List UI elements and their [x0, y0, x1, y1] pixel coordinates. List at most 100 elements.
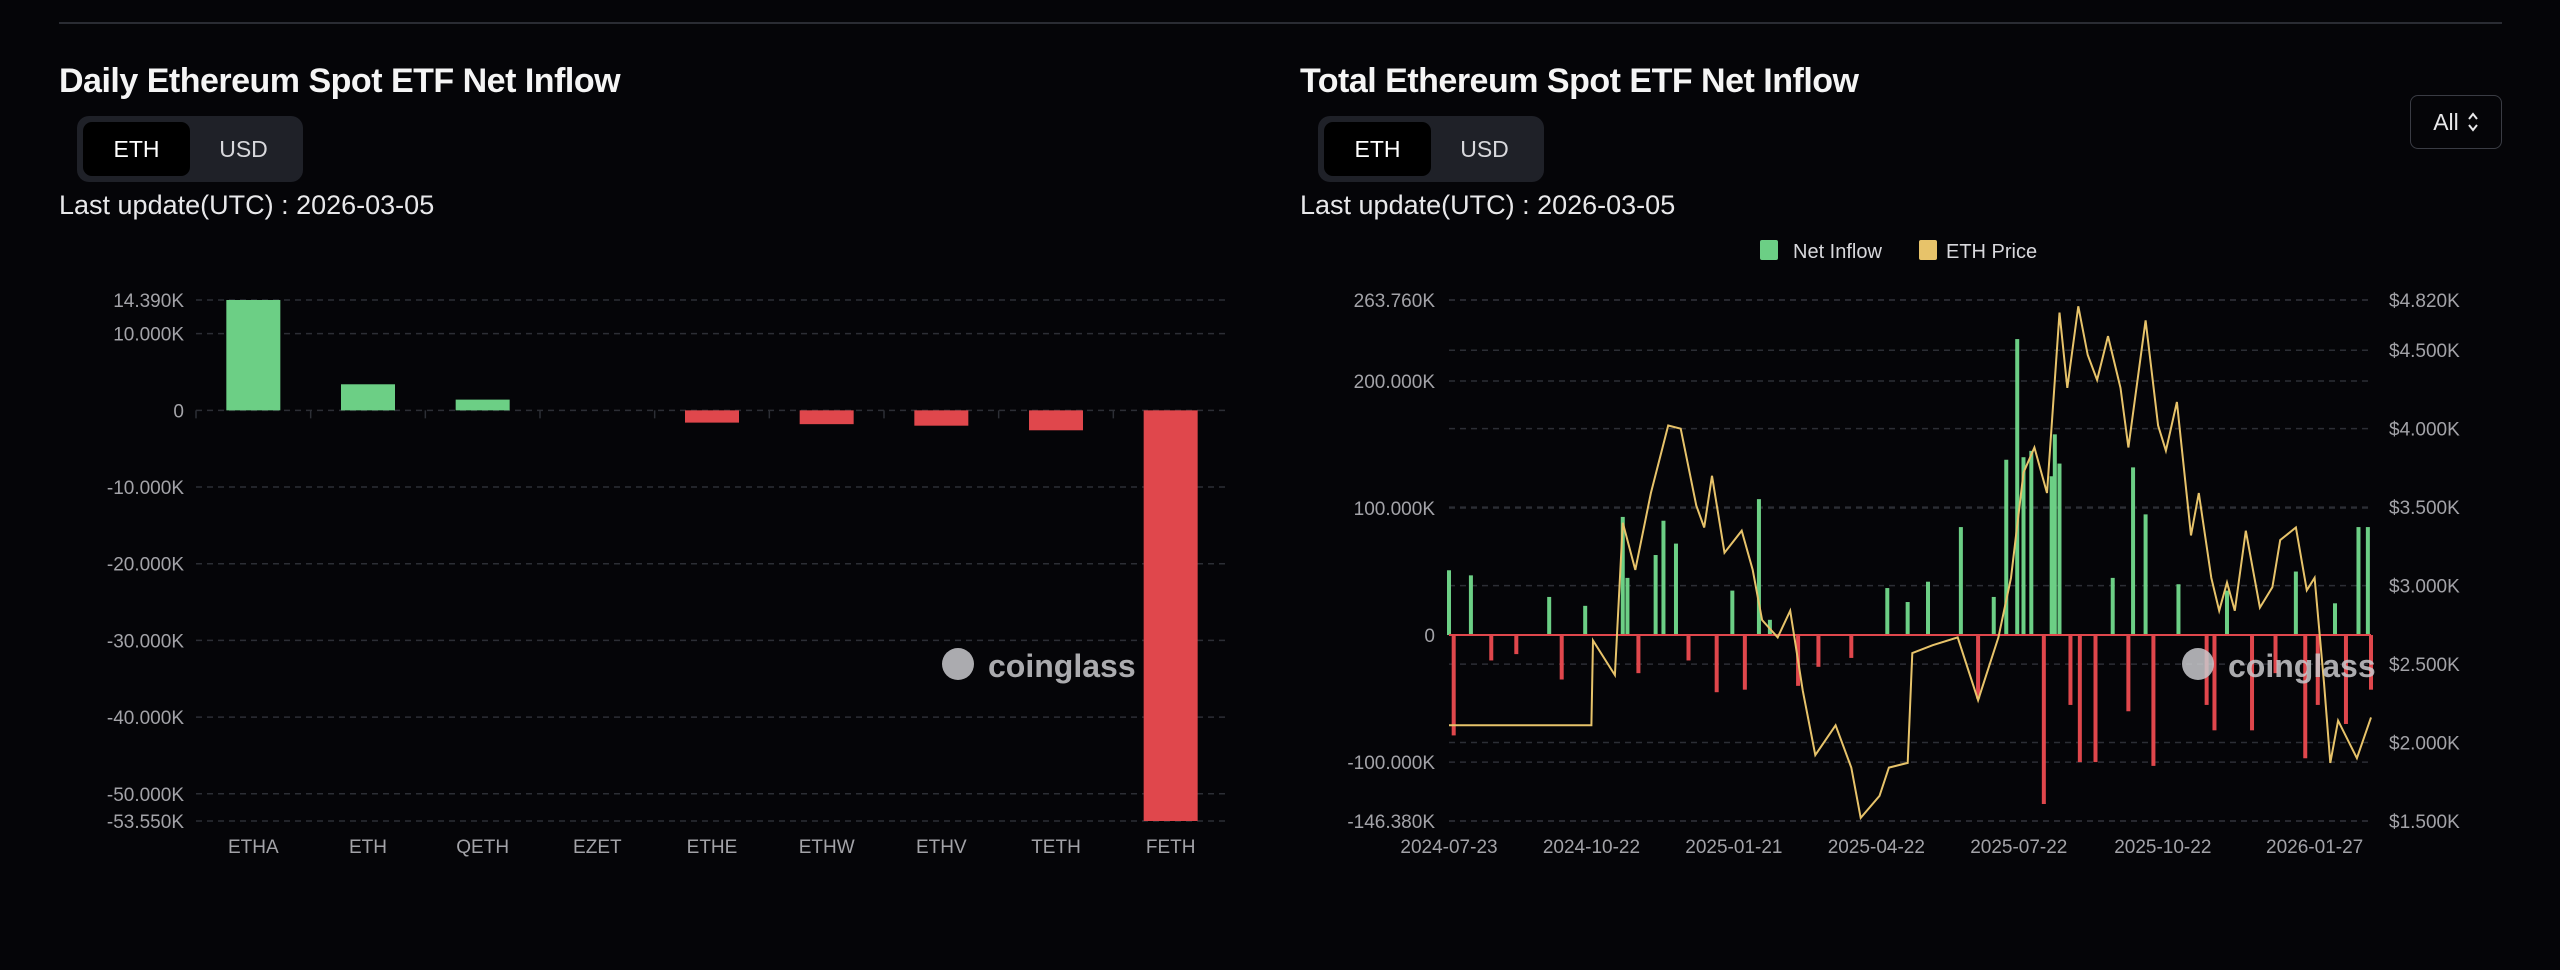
- right-y-tick-label: $2.500K: [2389, 655, 2460, 676]
- net-inflow-bar: [1451, 635, 1456, 736]
- bar-ethv: [914, 410, 969, 426]
- net-inflow-bar: [1559, 635, 1564, 680]
- x-tick-label: 2024-07-23: [1400, 837, 1497, 858]
- net-inflow-bar: [2212, 635, 2217, 731]
- bar-etha: [226, 300, 281, 411]
- net-inflow-bar: [2151, 635, 2156, 766]
- net-inflow-bar: [1661, 520, 1666, 636]
- x-tick-label: ETH: [349, 837, 387, 858]
- coinglass-logo-icon: [2182, 648, 2214, 680]
- net-inflow-bar: [1958, 527, 1963, 636]
- chevron-up-down-icon: [2468, 112, 2478, 132]
- net-inflow-bar: [2041, 635, 2046, 805]
- net-inflow-bar: [2110, 577, 2115, 636]
- net-inflow-bar: [2365, 527, 2370, 636]
- legend-net-inflow-label: Net Inflow: [1793, 241, 1882, 263]
- range-select[interactable]: All: [2410, 95, 2502, 149]
- net-inflow-bar: [2093, 635, 2098, 763]
- total-usd-button[interactable]: USD: [1460, 135, 1509, 162]
- total-eth-button[interactable]: ETH: [1324, 122, 1431, 176]
- right-y-tick-label: $2.000K: [2389, 734, 2460, 755]
- x-tick-label: EZET: [573, 837, 622, 858]
- net-inflow-bar: [1653, 555, 1658, 636]
- x-tick-label: QETH: [456, 837, 509, 858]
- legend-net-inflow-swatch: [1760, 240, 1778, 260]
- x-tick-label: 2024-10-22: [1543, 837, 1640, 858]
- x-tick-label: FETH: [1146, 837, 1196, 858]
- net-inflow-bar: [1730, 590, 1735, 636]
- net-inflow-bar: [1625, 577, 1630, 636]
- x-tick-label: 2025-01-21: [1685, 837, 1782, 858]
- net-inflow-bar: [1673, 543, 1678, 636]
- x-tick-label: ETHE: [687, 837, 738, 858]
- top-divider: [59, 22, 2502, 24]
- range-select-value: All: [2433, 108, 2459, 135]
- bar-feth: [1143, 410, 1198, 821]
- net-inflow-bar: [2176, 584, 2181, 636]
- daily-eth-button[interactable]: ETH: [83, 122, 190, 176]
- bar-ethe: [685, 410, 739, 423]
- left-y-tick-label: 263.760K: [1354, 291, 1436, 312]
- net-inflow-bar: [2052, 434, 2057, 636]
- right-y-tick-label: $1.500K: [2389, 812, 2460, 833]
- y-tick-label: 10.000K: [113, 325, 184, 346]
- net-inflow-bar: [1489, 635, 1494, 661]
- total-chart-title: Total Ethereum Spot ETF Net Inflow: [1300, 62, 1859, 100]
- watermark-text: coinglass: [2228, 648, 2376, 684]
- y-tick-label: -53.550K: [107, 812, 184, 833]
- bar-eth: [341, 384, 395, 411]
- net-inflow-bar: [1756, 499, 1761, 636]
- y-tick-label: -40.000K: [107, 708, 184, 729]
- net-inflow-bar: [1816, 635, 1821, 667]
- net-inflow-bar: [1583, 605, 1588, 636]
- net-inflow-bar: [2224, 590, 2229, 636]
- net-inflow-bar: [2015, 339, 2020, 636]
- net-inflow-bar: [2293, 571, 2298, 636]
- net-inflow-bar: [1620, 516, 1625, 636]
- x-tick-label: TETH: [1031, 837, 1081, 858]
- net-inflow-bar: [1714, 635, 1719, 693]
- daily-usd-button[interactable]: USD: [219, 135, 268, 162]
- eth-price-line: [1449, 306, 2372, 821]
- net-inflow-bar: [1547, 596, 1552, 636]
- right-y-tick-label: $4.000K: [2389, 420, 2460, 441]
- net-inflow-bar: [1976, 635, 1981, 699]
- left-y-tick-label: -146.380K: [1347, 812, 1435, 833]
- right-y-tick-label: $3.000K: [2389, 577, 2460, 598]
- net-inflow-bar: [1447, 570, 1451, 636]
- x-tick-label: ETHV: [916, 837, 967, 858]
- y-tick-label: -10.000K: [107, 478, 184, 499]
- net-inflow-bar: [2077, 635, 2082, 763]
- net-inflow-bar: [1991, 596, 1996, 636]
- y-tick-label: 0: [173, 401, 184, 422]
- right-y-tick-label: $4.500K: [2389, 341, 2460, 362]
- net-inflow-bar: [1514, 635, 1519, 655]
- legend-eth-price-swatch: [1919, 240, 1937, 260]
- bar-ethw: [799, 410, 854, 425]
- left-y-tick-label: 0: [1424, 626, 1435, 647]
- y-tick-label: -20.000K: [107, 555, 184, 576]
- x-tick-label: 2025-04-22: [1828, 837, 1925, 858]
- daily-unit-toggle: ETH USD: [77, 116, 303, 182]
- net-inflow-bar: [2057, 463, 2062, 636]
- net-inflow-bar: [1926, 581, 1931, 636]
- net-inflow-bar: [2029, 450, 2034, 636]
- net-inflow-bar: [2131, 467, 2136, 636]
- x-tick-label: 2025-10-22: [2114, 837, 2211, 858]
- net-inflow-bar: [1686, 635, 1691, 661]
- watermark-text: coinglass: [988, 648, 1136, 684]
- net-inflow-bar: [2143, 514, 2148, 636]
- x-tick-label: 2026-01-27: [2266, 837, 2363, 858]
- left-y-tick-label: 200.000K: [1354, 372, 1436, 393]
- x-tick-label: ETHA: [228, 837, 279, 858]
- x-tick-label: 2025-07-22: [1970, 837, 2067, 858]
- net-inflow-bar: [2369, 635, 2373, 690]
- net-inflow-bar: [1885, 588, 1890, 636]
- total-last-update: Last update(UTC) : 2026-03-05: [1300, 190, 1676, 220]
- daily-chart-title: Daily Ethereum Spot ETF Net Inflow: [59, 62, 621, 100]
- y-tick-label: -50.000K: [107, 785, 184, 806]
- legend-eth-price-label: ETH Price: [1946, 241, 2037, 263]
- daily-last-update: Last update(UTC) : 2026-03-05: [59, 190, 435, 220]
- bar-qeth: [455, 399, 510, 411]
